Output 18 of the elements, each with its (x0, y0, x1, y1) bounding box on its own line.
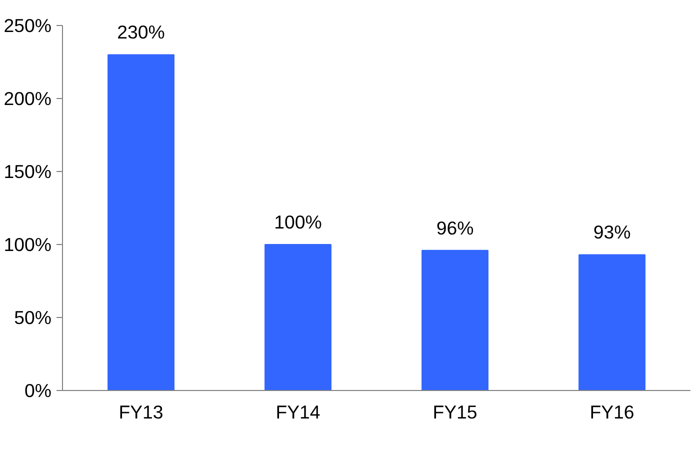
bar (264, 244, 332, 390)
y-tick-label: 250% (4, 15, 52, 36)
x-tick-label: FY13 (118, 402, 164, 422)
data-label: 93% (593, 222, 631, 243)
y-tick-label: 150% (4, 161, 52, 182)
bar (108, 54, 174, 390)
data-label: 100% (274, 212, 322, 232)
x-tick-label: FY16 (590, 402, 634, 422)
y-tick-label: 100% (4, 234, 52, 255)
x-tick-label: FY15 (432, 402, 478, 422)
data-label: 96% (436, 217, 474, 238)
data-label: 230% (117, 22, 165, 43)
y-tick-label: 50% (14, 307, 52, 328)
bar (422, 250, 488, 390)
y-tick-label: 0% (24, 380, 52, 401)
y-tick-label: 200% (4, 88, 52, 109)
x-tick-label: FY14 (276, 402, 320, 422)
bar (578, 254, 646, 390)
